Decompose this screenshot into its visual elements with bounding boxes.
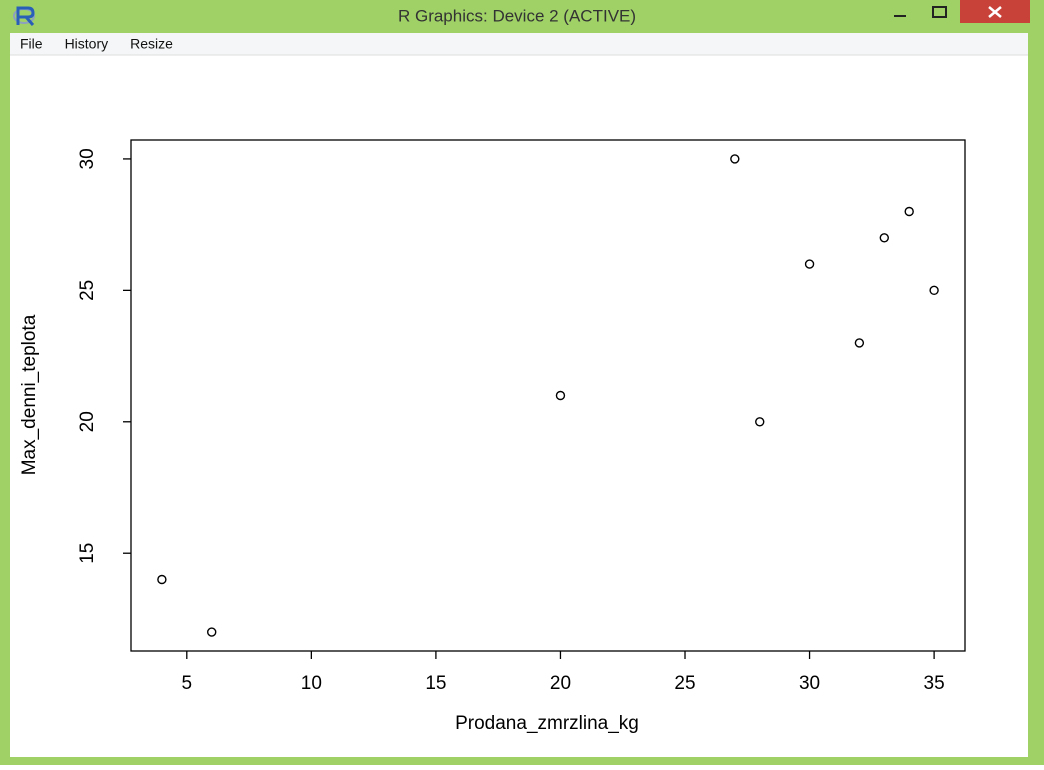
menu-item[interactable]: History: [65, 36, 109, 52]
maximize-button[interactable]: [924, 2, 956, 24]
x-tick-label: 30: [799, 673, 820, 694]
menu-bar: [10, 33, 1028, 55]
point: [804, 259, 815, 269]
y-tick-label: 30: [77, 148, 98, 169]
point: [904, 206, 914, 217]
window-title: R Graphics: Device 2 (ACTIVE): [398, 6, 636, 25]
point: [207, 627, 217, 637]
x-tick-label: 5: [182, 673, 193, 694]
x-tick-label: 20: [550, 673, 571, 694]
y-axis-label: Max_denni_teplota: [19, 314, 40, 475]
y-tick-label: 20: [77, 411, 98, 432]
minimize-button[interactable]: [884, 2, 916, 24]
plot-box: [130, 139, 966, 652]
x-tick-label: 25: [674, 673, 695, 694]
point: [854, 338, 865, 348]
point: [755, 417, 765, 427]
menu-item[interactable]: Resize: [130, 36, 173, 52]
plot-area: [10, 55, 1028, 757]
app-icon: [13, 6, 35, 26]
y-tick-label: 25: [77, 280, 98, 301]
point: [929, 285, 939, 296]
x-tick-label: 10: [301, 673, 322, 694]
point: [157, 574, 167, 585]
x-tick-label: 35: [924, 673, 945, 694]
point: [555, 390, 566, 401]
point: [730, 154, 740, 164]
menu-item[interactable]: File: [20, 36, 43, 52]
x-tick-label: 15: [425, 673, 446, 694]
close-button[interactable]: [960, 0, 1030, 23]
x-axis-label: Prodana_zmrzlina_kg: [455, 713, 639, 734]
point: [879, 233, 889, 243]
y-tick-label: 15: [77, 543, 98, 564]
